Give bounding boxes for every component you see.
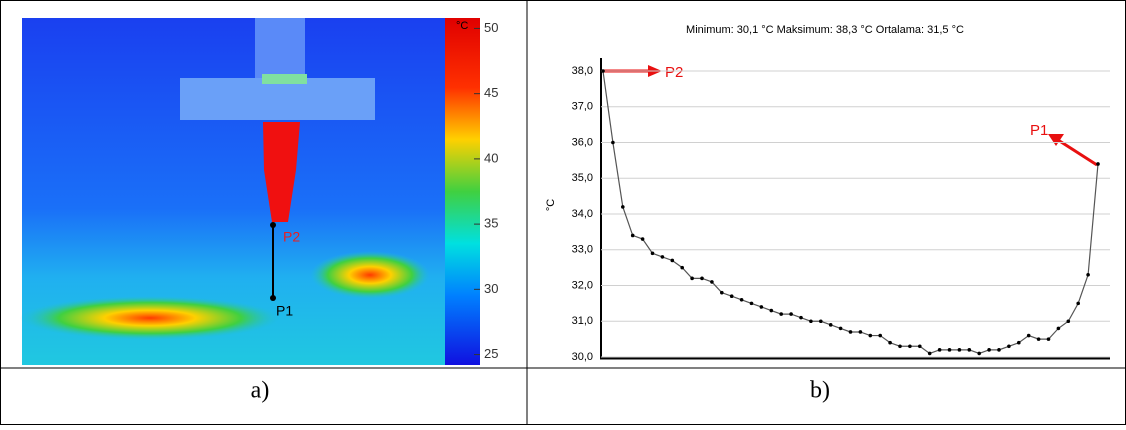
point [1086, 272, 1090, 277]
y-tick-label: 31,0 [572, 315, 593, 327]
point [789, 312, 793, 316]
colorbar-tick-label: 40 [484, 150, 498, 165]
y-tick-label: 38,0 [572, 65, 593, 77]
y-tick-label: 30,0 [572, 351, 593, 363]
annotation: P1 [1030, 122, 1048, 139]
point [1066, 319, 1071, 324]
point [838, 326, 843, 331]
point [997, 348, 1001, 352]
point [1007, 344, 1011, 349]
y-tick-label: 36,0 [572, 136, 593, 148]
point [710, 280, 714, 284]
point [601, 69, 605, 73]
point [858, 330, 863, 334]
annotation: P2 [665, 64, 683, 81]
point [918, 344, 922, 349]
point [670, 258, 675, 263]
point [630, 233, 635, 238]
chart-title: Minimum: 30,1 °C Maksimum: 38,3 °C Ortal… [686, 24, 964, 36]
colorbar-tick-label: 50 [484, 20, 498, 35]
point-label: P1 [276, 303, 293, 319]
point [957, 348, 962, 352]
probe-point [270, 222, 276, 228]
y-tick-label: 37,0 [572, 101, 593, 113]
point [700, 276, 704, 281]
nozzle [263, 122, 300, 222]
point [1036, 337, 1041, 341]
point [650, 251, 655, 256]
point [1046, 337, 1051, 341]
point [680, 265, 684, 270]
caption: b) [810, 378, 830, 404]
point [927, 351, 932, 356]
point [1017, 340, 1021, 345]
point [828, 323, 833, 327]
point [729, 294, 734, 299]
y-tick-label: 35,0 [572, 172, 593, 184]
point [660, 255, 665, 259]
point [779, 312, 783, 316]
hot-bed [20, 296, 280, 340]
caption: a) [251, 378, 270, 404]
point [878, 333, 882, 338]
arrow-head [1048, 134, 1064, 146]
point [640, 237, 645, 241]
point [977, 351, 981, 356]
point [621, 205, 625, 209]
point [1096, 162, 1100, 166]
point [739, 298, 744, 302]
point [759, 305, 764, 309]
colorbar [445, 18, 480, 365]
colorbar-tick-label: 45 [484, 85, 498, 100]
y-axis-label: °C [545, 199, 557, 211]
point-label: P2 [283, 229, 300, 245]
point [799, 315, 803, 320]
point [987, 348, 991, 352]
point [809, 319, 813, 324]
hot-part [310, 251, 430, 299]
probe-point [270, 295, 276, 301]
holder [180, 78, 375, 120]
point [888, 340, 892, 345]
y-tick-label: 33,0 [572, 244, 593, 256]
point [947, 348, 952, 352]
point [720, 290, 724, 295]
point [749, 301, 754, 306]
line [602, 70, 1099, 355]
colorbar-tick-label: 30 [484, 281, 498, 296]
colorbar-tick-label: 35 [484, 216, 498, 231]
shaft [255, 18, 305, 78]
y-tick-label: 32,0 [572, 279, 593, 291]
arrow [1057, 138, 1098, 167]
point [1056, 326, 1061, 331]
point [1026, 333, 1031, 338]
point [908, 344, 912, 349]
point [690, 276, 694, 281]
point [967, 348, 972, 352]
colorbar-tick-label: 25 [484, 346, 498, 361]
point [937, 348, 942, 352]
point [611, 140, 615, 145]
point [769, 308, 774, 313]
point [848, 330, 853, 334]
point [819, 319, 823, 324]
holder-joint [262, 74, 307, 84]
colorbar-unit: °C [456, 20, 468, 32]
point [868, 333, 873, 338]
point [1076, 301, 1080, 306]
point [898, 344, 902, 349]
y-tick-label: 34,0 [572, 208, 593, 220]
thermal-image: P2 P1 °C [20, 18, 497, 365]
